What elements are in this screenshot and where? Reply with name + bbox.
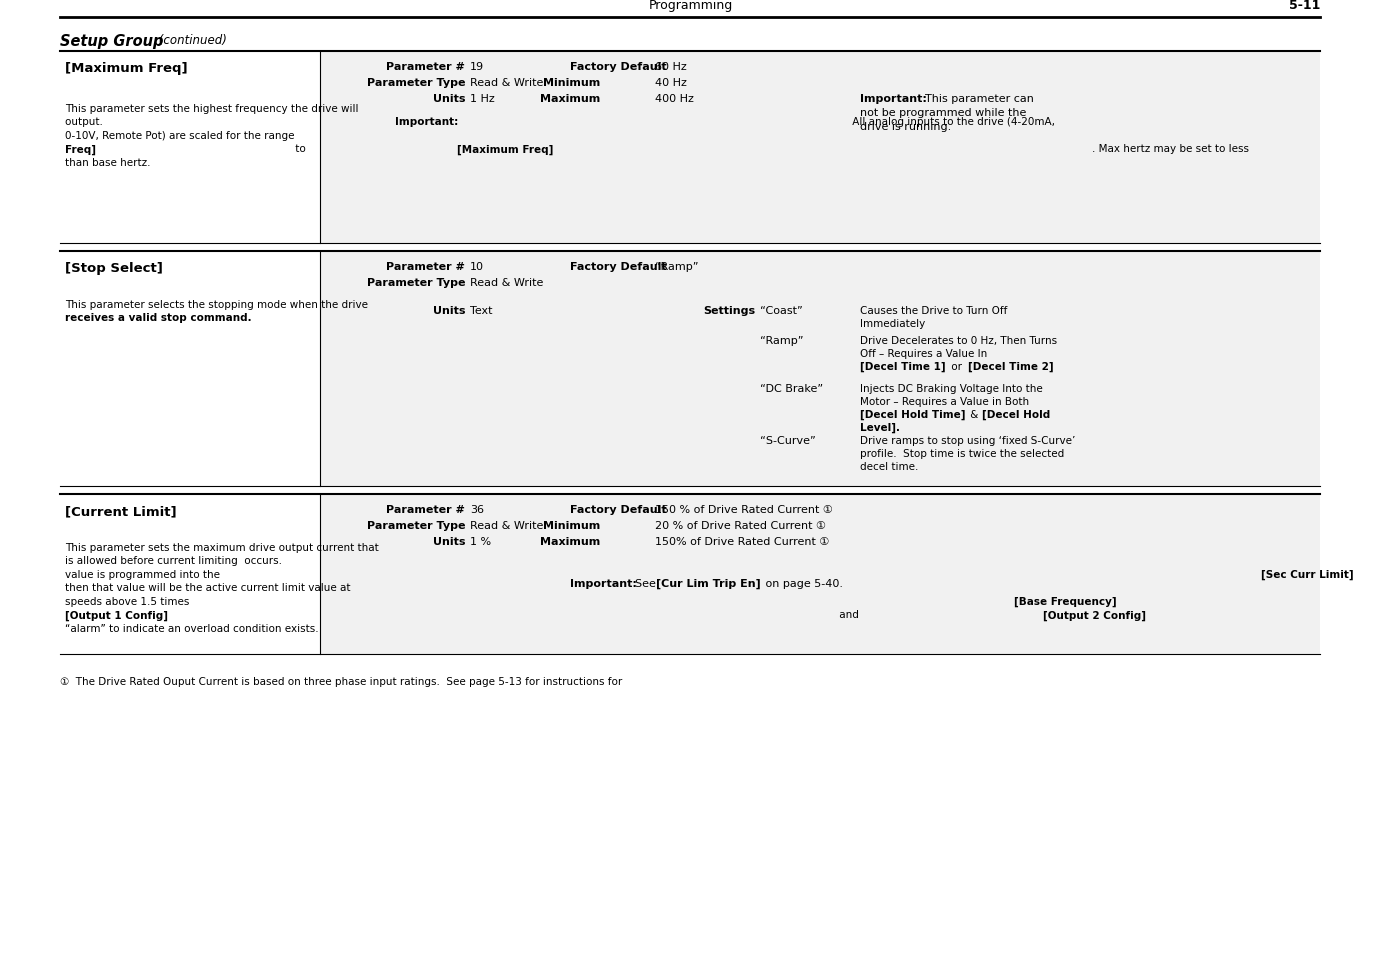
Bar [321,52,1320,244]
Text: to: to [292,144,308,154]
Text: [Decel Hold: [Decel Hold [983,410,1050,420]
Text: Units: Units [433,94,464,104]
Text: Drive ramps to stop using ‘fixed S-Curve’: Drive ramps to stop using ‘fixed S-Curve… [860,436,1075,446]
Text: This parameter sets the maximum drive output current that: This parameter sets the maximum drive ou… [65,542,379,553]
Text: Causes the Drive to Turn Off: Causes the Drive to Turn Off [860,306,1007,315]
Text: on page 5-40.: on page 5-40. [761,578,843,588]
Text: Injects DC Braking Voltage Into the: Injects DC Braking Voltage Into the [860,384,1043,394]
Text: “Coast”: “Coast” [760,306,803,315]
Text: Parameter #: Parameter # [386,62,464,71]
Text: This parameter can: This parameter can [925,94,1034,104]
Text: See: See [634,578,659,588]
Text: “Ramp”: “Ramp” [655,262,698,272]
Text: 400 Hz: 400 Hz [655,94,694,104]
Text: Read & Write: Read & Write [470,520,543,531]
Text: [Sec Curr Limit]: [Sec Curr Limit] [1262,569,1354,579]
Text: Important:: Important: [860,94,927,104]
Text: Factory Default: Factory Default [569,262,666,272]
Text: Parameter #: Parameter # [386,262,464,272]
Text: Minimum: Minimum [543,78,600,88]
Text: [Output 1 Config]: [Output 1 Config] [65,610,169,620]
Text: [Output 2 Config]: [Output 2 Config] [1042,610,1146,620]
Text: Parameter Type: Parameter Type [366,520,464,531]
Bar [321,495,1320,655]
Text: 1 %: 1 % [470,537,491,546]
Text: [Decel Hold Time]: [Decel Hold Time] [860,410,966,420]
Text: [Maximum Freq]: [Maximum Freq] [65,62,188,75]
Text: Maximum: Maximum [540,537,600,546]
Text: ①  The Drive Rated Ouput Current is based on three phase input ratings.  See pag: ① The Drive Rated Ouput Current is based… [59,677,626,686]
Text: 36: 36 [470,504,484,515]
Text: output.: output. [65,117,106,128]
Text: &: & [967,410,981,419]
Text: [Maximum Freq]: [Maximum Freq] [457,144,553,154]
Text: Units: Units [433,306,464,315]
Text: (continued): (continued) [155,34,227,47]
Text: Read & Write: Read & Write [470,277,543,288]
Text: drive is running.: drive is running. [860,122,951,132]
Text: Parameter #: Parameter # [386,504,464,515]
Text: not be programmed while the: not be programmed while the [860,108,1027,118]
Text: [Cur Lim Trip En]: [Cur Lim Trip En] [656,578,760,589]
Text: Motor – Requires a Value in Both: Motor – Requires a Value in Both [860,396,1030,407]
Text: Factory Default: Factory Default [569,62,666,71]
Text: is allowed before current limiting  occurs.: is allowed before current limiting occur… [65,556,285,566]
Text: [Base Frequency]: [Base Frequency] [1014,597,1117,607]
Text: 5-11: 5-11 [1288,0,1320,12]
Bar [321,252,1320,486]
Text: This parameter selects the stopping mode when the drive: This parameter selects the stopping mode… [65,299,368,310]
Text: Immediately: Immediately [860,318,926,329]
Text: Text: Text [470,306,492,315]
Text: value is programmed into the: value is programmed into the [65,569,224,579]
Text: 150 % of Drive Rated Current ①: 150 % of Drive Rated Current ① [655,504,833,515]
Text: Drive Decelerates to 0 Hz, Then Turns: Drive Decelerates to 0 Hz, Then Turns [860,335,1057,346]
Text: Setup Group: Setup Group [59,34,163,49]
Text: profile.  Stop time is twice the selected: profile. Stop time is twice the selected [860,449,1064,458]
Text: [Stop Select]: [Stop Select] [65,262,163,274]
Text: Level].: Level]. [860,422,900,433]
Text: Programming: Programming [650,0,732,12]
Text: or: or [948,361,965,372]
Text: “alarm” to indicate an overload condition exists.: “alarm” to indicate an overload conditio… [65,623,319,634]
Text: “DC Brake”: “DC Brake” [760,384,824,394]
Text: 10: 10 [470,262,484,272]
Text: Important:: Important: [395,117,459,128]
Text: 0-10V, Remote Pot) are scaled for the range: 0-10V, Remote Pot) are scaled for the ra… [65,131,297,141]
Text: All analog inputs to the drive (4-20mA,: All analog inputs to the drive (4-20mA, [849,117,1054,128]
Text: Parameter Type: Parameter Type [366,78,464,88]
Text: Units: Units [433,537,464,546]
Text: Maximum: Maximum [540,94,600,104]
Text: decel time.: decel time. [860,461,919,472]
Text: 1 Hz: 1 Hz [470,94,495,104]
Text: 19: 19 [470,62,484,71]
Text: “Ramp”: “Ramp” [760,335,803,346]
Text: Minimum: Minimum [543,520,600,531]
Text: [Decel Time 1]: [Decel Time 1] [860,361,945,372]
Text: than base hertz.: than base hertz. [65,158,151,168]
Text: Off – Requires a Value In: Off – Requires a Value In [860,349,987,358]
Text: This parameter sets the highest frequency the drive will: This parameter sets the highest frequenc… [65,104,358,113]
Text: Freq]: Freq] [65,144,95,154]
Text: then that value will be the active current limit value at: then that value will be the active curre… [65,583,351,593]
Text: and: and [836,610,862,619]
Text: . Max hertz may be set to less: . Max hertz may be set to less [1092,144,1249,154]
Text: [Current Limit]: [Current Limit] [65,504,177,517]
Text: Parameter Type: Parameter Type [366,277,464,288]
Text: Factory Default: Factory Default [569,504,666,515]
Text: 40 Hz: 40 Hz [655,78,687,88]
Text: 150% of Drive Rated Current ①: 150% of Drive Rated Current ① [655,537,829,546]
Text: 60 Hz: 60 Hz [655,62,687,71]
Text: [Decel Time 2]: [Decel Time 2] [967,361,1053,372]
Text: 20 % of Drive Rated Current ①: 20 % of Drive Rated Current ① [655,520,826,531]
Text: speeds above 1.5 times: speeds above 1.5 times [65,597,192,606]
Text: Settings: Settings [703,306,755,315]
Text: “S-Curve”: “S-Curve” [760,436,815,446]
Text: Read & Write: Read & Write [470,78,543,88]
Text: Important:: Important: [569,578,637,588]
Text: receives a valid stop command.: receives a valid stop command. [65,314,252,323]
